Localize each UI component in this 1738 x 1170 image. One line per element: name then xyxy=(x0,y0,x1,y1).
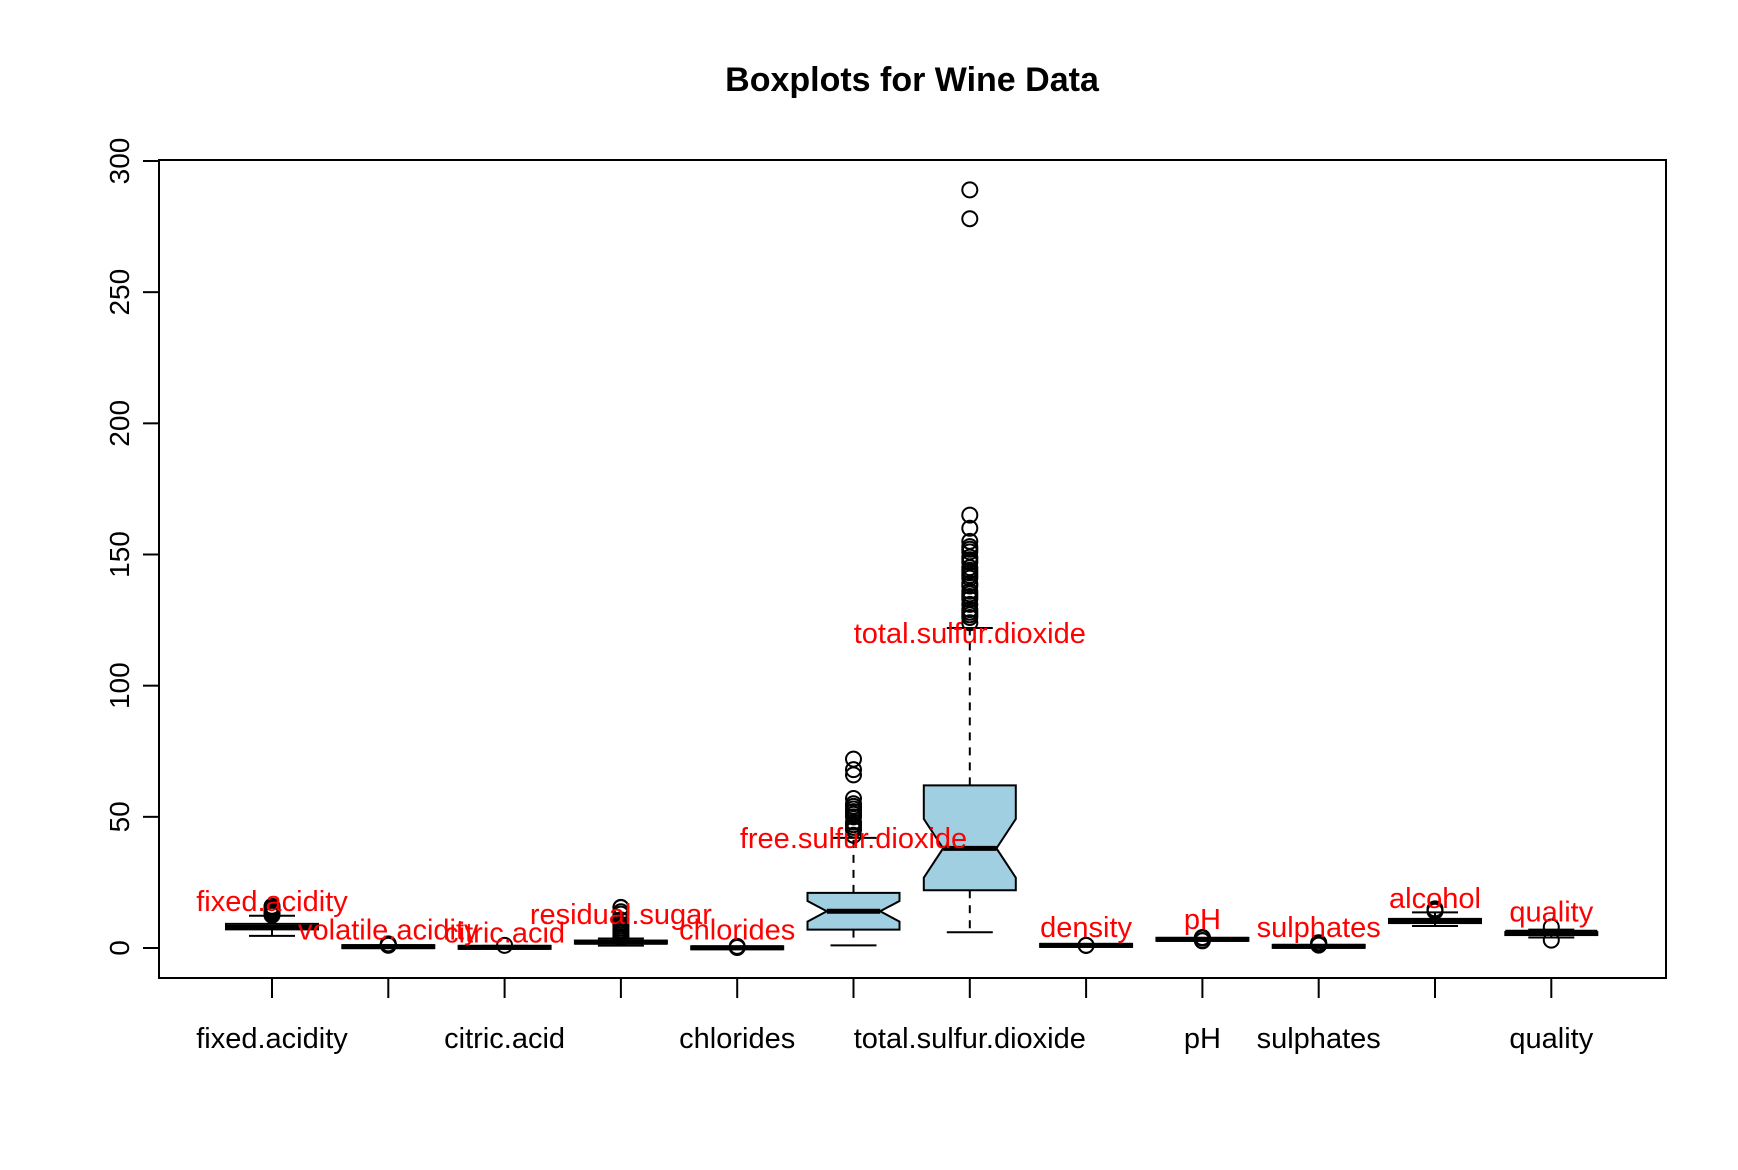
x-axis: fixed.acidity citric.acid chlorides total.s… xyxy=(196,978,1594,1055)
outlier-point xyxy=(961,532,979,550)
x-tick-label: quality xyxy=(1509,1023,1593,1055)
outlier-point xyxy=(1193,928,1211,946)
box-quality xyxy=(1504,918,1599,949)
box-series xyxy=(225,181,1599,956)
box-density xyxy=(1039,936,1134,954)
outlier-point xyxy=(845,795,862,813)
series-label: citric.acid xyxy=(444,917,565,949)
outlier-point xyxy=(263,897,281,915)
series-label: total.sulfur.dioxide xyxy=(854,618,1086,650)
y-tick-label: 150 xyxy=(104,531,135,578)
box-volatile.acidity xyxy=(341,935,436,954)
plot-frame xyxy=(158,159,1667,979)
series-label: density xyxy=(1040,912,1132,944)
box-total.sulfur.dioxide xyxy=(922,181,1017,934)
outlier-point xyxy=(1542,918,1560,936)
x-tick-label: citric.acid xyxy=(444,1023,565,1055)
series-label: free.sulfur.dioxide xyxy=(740,823,967,855)
y-tick-label: 0 xyxy=(104,940,135,956)
outlier-point xyxy=(496,936,514,954)
outlier-point xyxy=(961,538,979,556)
y-tick-label: 200 xyxy=(104,400,135,447)
outlier-point xyxy=(961,595,979,613)
outlier-point xyxy=(1426,900,1444,918)
x-tick-label: pH xyxy=(1184,1023,1221,1055)
outlier-point xyxy=(1077,936,1095,954)
box-fixed.acidity xyxy=(225,897,319,937)
series-label: pH xyxy=(1184,904,1221,936)
box-citric.acid xyxy=(457,936,552,954)
series-label: alcohol xyxy=(1389,883,1481,915)
x-tick-label: fixed.acidity xyxy=(196,1023,348,1055)
outlier-point xyxy=(961,210,979,228)
box-residual.sugar xyxy=(573,898,668,947)
outlier-point xyxy=(845,789,862,807)
series-label: volatile.acidity xyxy=(298,915,479,947)
outlier-point xyxy=(1542,931,1560,949)
series-label: chlorides xyxy=(679,915,795,947)
x-tick-label: total.sulfur.dioxide xyxy=(854,1023,1086,1055)
y-tick-label: 250 xyxy=(104,269,135,316)
box-body xyxy=(922,784,1017,892)
outlier-point xyxy=(612,915,630,933)
outlier-point xyxy=(961,181,979,199)
box-sulphates xyxy=(1271,934,1366,954)
outlier-point xyxy=(845,750,862,768)
y-tick-label: 100 xyxy=(104,662,135,709)
y-tick-label: 50 xyxy=(104,801,135,832)
series-label: fixed.acidity xyxy=(196,886,348,918)
series-labels: fixed.acidityvolatile.aciditycitric.acid… xyxy=(196,618,1593,949)
outlier-point xyxy=(1310,934,1328,952)
box-free.sulfur.dioxide xyxy=(806,750,901,947)
series-label: residual.sugar xyxy=(530,899,712,931)
outlier-point xyxy=(379,935,397,953)
outlier-point xyxy=(612,911,630,929)
box-alcohol xyxy=(1388,900,1482,927)
outlier-point xyxy=(845,761,862,779)
outlier-point xyxy=(612,903,630,921)
outlier-point xyxy=(612,898,630,916)
box-chlorides xyxy=(690,937,785,956)
x-tick-label: chlorides xyxy=(679,1023,795,1055)
outlier-point xyxy=(961,614,979,632)
x-tick-label: sulphates xyxy=(1257,1023,1381,1055)
outlier-point xyxy=(728,937,746,955)
chart-title: Boxplots for Wine Data xyxy=(725,61,1100,99)
y-tick-label: 300 xyxy=(104,138,135,185)
y-axis: 0 50 100 150 200 250 300 xyxy=(104,138,160,956)
box-pH xyxy=(1155,928,1250,950)
outlier-point xyxy=(845,826,862,844)
series-label: sulphates xyxy=(1257,912,1381,944)
outlier-point xyxy=(961,519,979,537)
outlier-point xyxy=(961,506,979,524)
series-label: quality xyxy=(1509,896,1593,928)
